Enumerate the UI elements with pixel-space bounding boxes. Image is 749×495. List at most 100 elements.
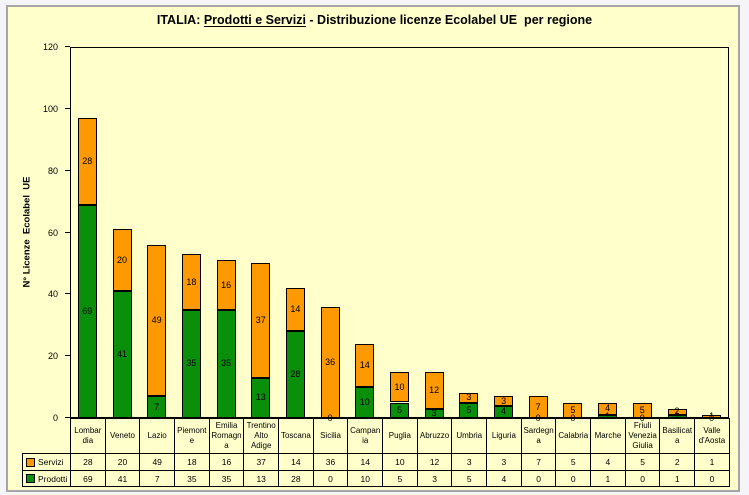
bar-segment-servizi-lombardia [77, 118, 97, 205]
table-cell-prodotti-lombardia: 69 [71, 471, 106, 486]
x-axis-label-friuli-venezia-giulia: Friuli Venezia Giulia [626, 419, 661, 453]
x-axis-label-calabria: Calabria [556, 419, 592, 453]
x-axis-label-line: e [189, 436, 195, 445]
x-axis-label-toscana: Toscana [279, 419, 314, 453]
table-cell-prodotti-basilicata: 1 [660, 471, 696, 486]
bar-value-label-servizi-friuli-venezia-giulia: 5 [639, 404, 645, 415]
table-cell-servizi-lombardia: 28 [71, 454, 106, 470]
bar-segment-servizi-sardegna [528, 396, 548, 418]
x-axis-label-line: Piemont [177, 426, 207, 435]
table-cell-servizi-emilia-romagna: 16 [210, 454, 245, 470]
x-axis-label-veneto: Veneto [106, 419, 141, 453]
bar-value-label-prodotti-basilicata: 1 [674, 411, 680, 421]
x-axis-label-marche: Marche [591, 419, 626, 453]
x-axis-label-line: Trentino [246, 421, 276, 430]
bar-value-label-prodotti-toscana: 28 [290, 369, 301, 380]
x-axis-label-line: Basilicat [662, 426, 693, 435]
x-axis-label-line: Sardegn [523, 426, 554, 435]
chart-title-prefix: ITALIA: [156, 13, 204, 27]
table-cell-prodotti-umbria: 5 [452, 471, 488, 486]
bar-value-label-servizi-umbria: 3 [466, 392, 472, 403]
bar-segment-prodotti-puglia [390, 402, 409, 418]
table-cell-prodotti-valle-d-aosta: 0 [695, 471, 730, 486]
bar-value-label-servizi-abruzzo: 12 [429, 384, 440, 395]
bar-value-label-servizi-lombardia: 28 [82, 155, 93, 166]
x-axis-label-sardegna: Sardegn a [522, 419, 557, 453]
bar-segment-servizi-abruzzo [424, 371, 444, 409]
x-axis-label-line: Toscana [280, 431, 311, 440]
bar-segment-servizi-campania [355, 343, 375, 388]
x-axis-label-line: Valle [703, 426, 721, 435]
table-cell-servizi-puglia: 10 [383, 454, 418, 470]
x-axis-label-line: Giulia [632, 441, 653, 450]
bar-value-label-servizi-liguria: 3 [501, 395, 507, 406]
x-axis-label-liguria: Liguria [487, 419, 522, 453]
bar-segment-servizi-lazio [147, 244, 167, 397]
legend-swatch-prodotti-icon [26, 474, 35, 483]
y-tick-mark [65, 355, 70, 357]
bar-segment-prodotti-marche [598, 414, 618, 418]
table-cell-servizi-piemonte: 18 [175, 454, 210, 470]
y-tick-mark [65, 417, 70, 418]
table-cell-servizi-liguria: 3 [487, 454, 522, 470]
bar-segment-servizi-piemonte [181, 254, 201, 310]
bar-value-label-servizi-campania: 14 [359, 359, 370, 370]
table-cell-servizi-veneto: 20 [106, 454, 141, 470]
legend-prodotti: Prodotti [23, 471, 71, 486]
y-tick-label: 100 [42, 103, 58, 114]
x-axis-label-line: dia [82, 436, 94, 445]
bar-segment-servizi-valle-d-aosta [702, 414, 722, 418]
y-tick-mark [65, 293, 70, 295]
legend-label: Servizi [38, 457, 64, 467]
table-cell-servizi-toscana: 14 [279, 454, 314, 470]
bar-value-label-prodotti-valle-d-aosta: 0 [709, 412, 715, 423]
bar-value-label-servizi-basilicata: 2 [674, 406, 680, 417]
plot-area [70, 47, 729, 418]
table-cell-servizi-abruzzo: 12 [418, 454, 453, 470]
y-tick-mark [65, 46, 70, 47]
bar-segment-servizi-liguria [494, 396, 514, 406]
bar-value-label-servizi-calabria: 5 [570, 404, 576, 415]
legend-label: Prodotti [38, 473, 68, 484]
bar-value-label-prodotti-campania: 10 [359, 397, 370, 407]
bar-segment-servizi-veneto [112, 229, 132, 292]
bar-segment-prodotti-basilicata [667, 414, 687, 418]
x-axis-label-sicilia: Sicilia [314, 419, 349, 453]
x-axis-label-line: a [536, 436, 541, 445]
bar-segment-prodotti-lazio [147, 396, 167, 418]
x-axis-label-line: Alto [254, 431, 269, 440]
x-axis-label-line: Lombar [74, 426, 102, 435]
table-cell-servizi-sicilia: 36 [314, 454, 349, 470]
bar-value-label-servizi-lazio: 49 [151, 315, 162, 326]
x-axis-label-line: Sicilia [320, 431, 341, 440]
x-axis-label-line: Marche [594, 431, 622, 440]
bar-value-label-prodotti-veneto: 41 [116, 349, 127, 360]
chart-title: ITALIA: Prodotti e Servizi - Distribuzio… [0, 13, 749, 27]
bar-value-label-servizi-toscana: 14 [290, 304, 301, 315]
bar-value-label-prodotti-puglia: 5 [396, 404, 402, 415]
bar-segment-servizi-friuli-venezia-giulia [632, 402, 652, 418]
bar-segment-servizi-toscana [285, 288, 305, 332]
bar-value-label-servizi-emilia-romagna: 16 [221, 279, 232, 290]
y-tick-label: 60 [47, 227, 58, 238]
chart-title-underlined: Prodotti e Servizi [203, 13, 306, 27]
x-axis-label-line: Venezia [628, 431, 657, 440]
bar-segment-prodotti-liguria [494, 405, 514, 418]
table-cell-servizi-friuli-venezia-giulia: 5 [626, 454, 661, 470]
table-cell-prodotti-campania: 10 [348, 471, 384, 486]
x-axis-label-valle-d-aosta: Valle d'Aosta [695, 419, 730, 453]
table-cell-servizi-trentino-alto-adige: 37 [244, 454, 280, 470]
bar-value-label-servizi-puglia: 10 [394, 381, 405, 392]
legend-swatch-servizi-icon [26, 457, 35, 467]
x-axis-label-basilicata: Basilicat a [660, 419, 696, 453]
bar-segment-servizi-calabria [563, 402, 583, 418]
bar-value-label-prodotti-friuli-venezia-giulia: 0 [639, 412, 645, 423]
y-tick-mark [65, 231, 70, 233]
table-cell-prodotti-puglia: 5 [383, 471, 418, 486]
bar-value-label-prodotti-lombardia: 69 [82, 305, 93, 316]
x-axis-label-line: Friuli [633, 421, 652, 430]
table-cell-prodotti-veneto: 41 [106, 471, 141, 486]
bar-value-label-prodotti-sicilia: 0 [327, 412, 333, 423]
table-cell-prodotti-sardegna: 0 [522, 471, 557, 486]
x-axis-label-piemonte: Piemont e [175, 419, 210, 453]
